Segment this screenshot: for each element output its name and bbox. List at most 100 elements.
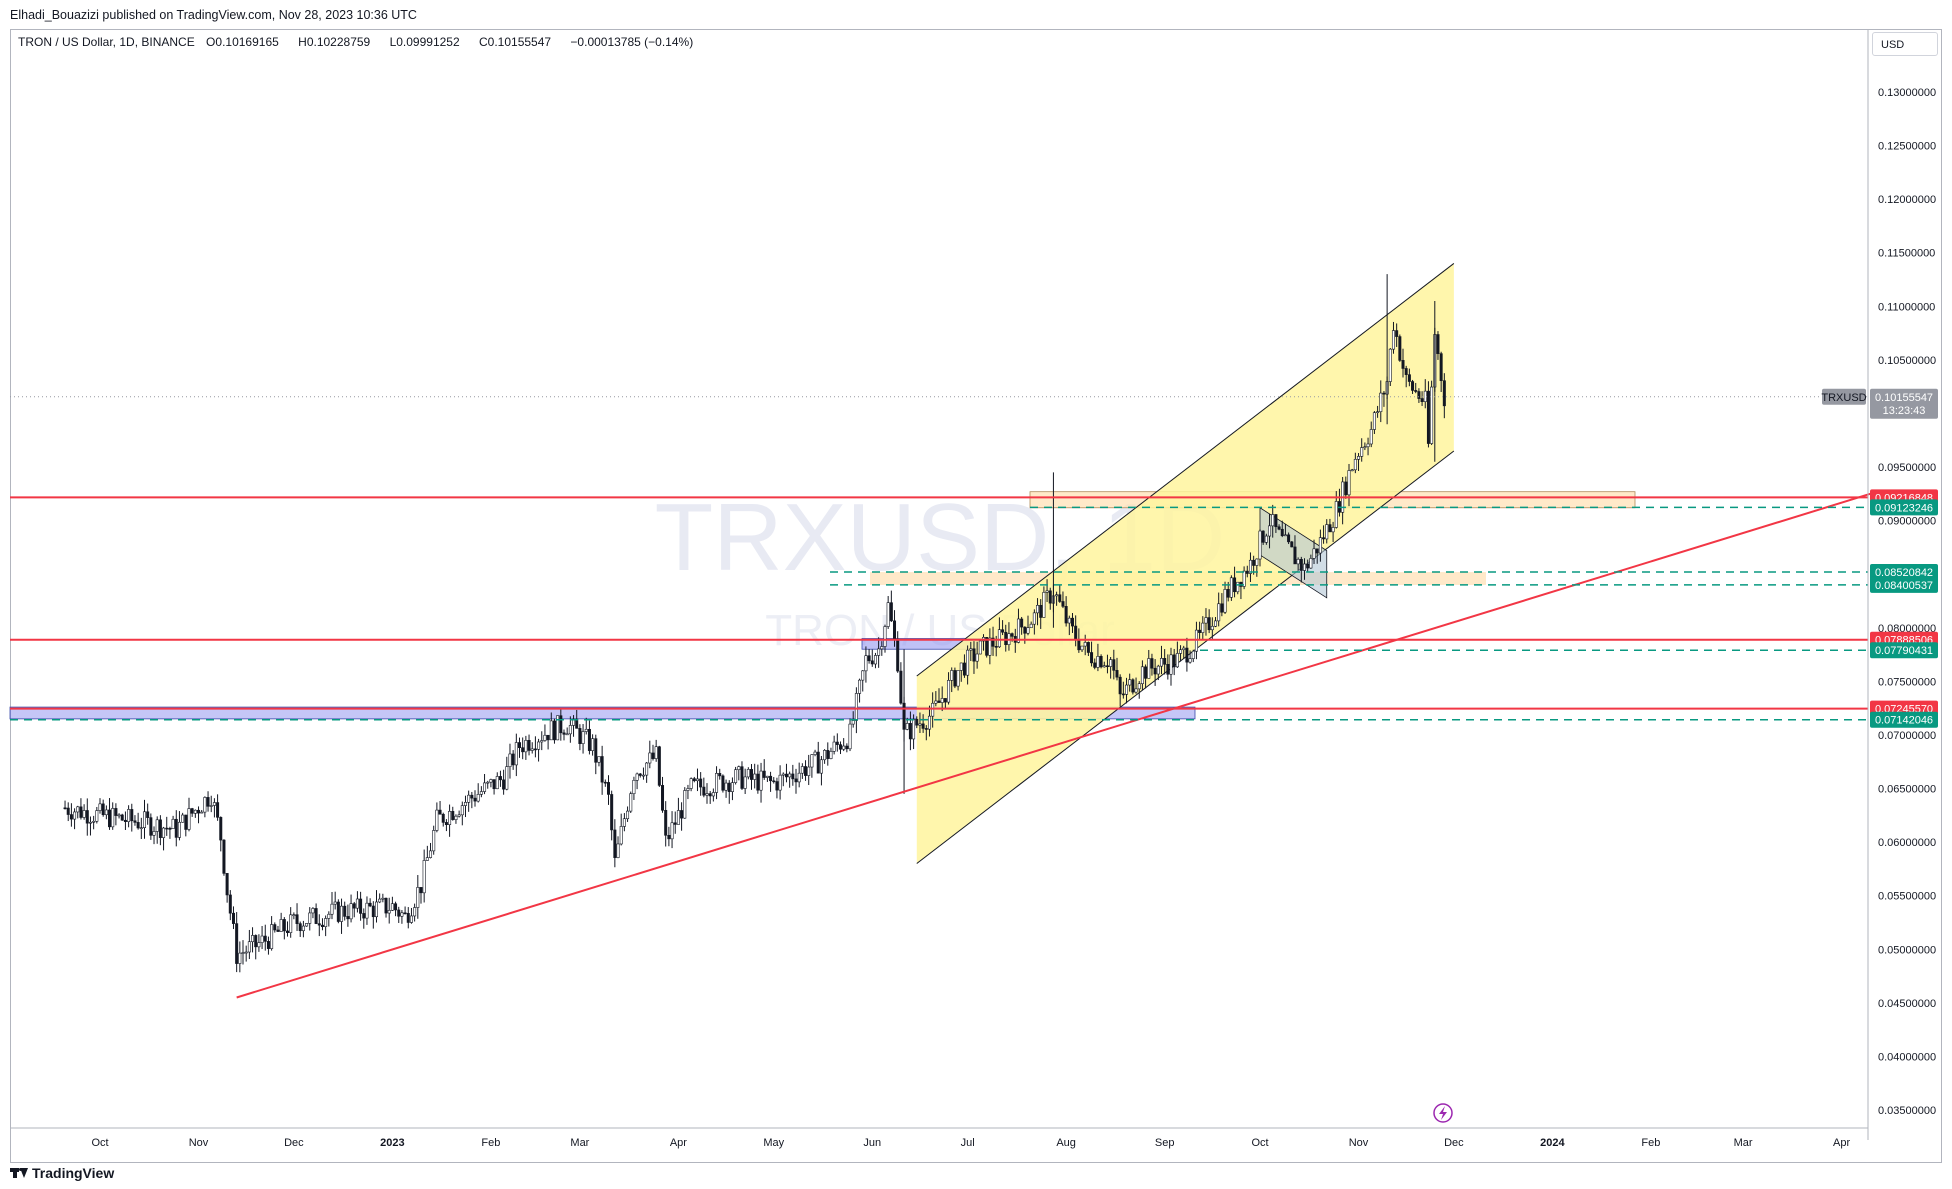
candle-body <box>524 740 528 753</box>
candle-body <box>1185 647 1189 663</box>
candle-body <box>1182 647 1186 651</box>
candle-body <box>1093 662 1097 668</box>
candle-body <box>797 772 801 783</box>
candle-body <box>1261 530 1265 543</box>
candle-body <box>518 742 522 748</box>
candle-body <box>181 814 185 823</box>
symbol-legend[interactable]: TRON / US Dollar, 1D, BINANCE O0.1016916… <box>18 35 701 49</box>
candle-body <box>231 912 235 924</box>
candle-body <box>883 626 887 647</box>
candle-body <box>355 898 359 909</box>
footer-brand[interactable]: TradingView <box>10 1165 114 1181</box>
candle-body <box>225 873 229 896</box>
candle-body <box>1328 524 1332 533</box>
candle-body <box>1023 626 1027 634</box>
candle-body <box>330 903 334 915</box>
candle-body <box>1125 684 1129 695</box>
candle-body <box>1264 535 1268 543</box>
candle-body <box>1347 470 1351 496</box>
candle-body <box>1042 592 1046 618</box>
candle-body <box>514 742 518 766</box>
candle-body <box>1016 618 1020 643</box>
ascending-trendline <box>236 492 1871 999</box>
candle-body <box>168 828 172 830</box>
candle-body <box>1150 658 1154 669</box>
candle-body <box>104 809 108 816</box>
candle-body <box>289 914 293 933</box>
candle-body <box>419 887 423 894</box>
candle-body <box>1366 443 1370 448</box>
candle-body <box>460 805 464 816</box>
level-tag-3 <box>1870 576 1938 593</box>
candle-body <box>1417 391 1421 399</box>
candle-body <box>1245 570 1249 574</box>
price-tick-label: 0.05500000 <box>1878 891 1936 903</box>
tradingview-logo-icon <box>10 1167 28 1179</box>
candle-body <box>858 679 862 694</box>
candle-body <box>667 834 671 840</box>
candle-body <box>111 808 115 828</box>
candle-body <box>549 720 553 741</box>
time-tick-label: Feb <box>481 1137 500 1149</box>
candle-body <box>340 905 344 922</box>
candle-body <box>1401 360 1405 369</box>
candle-body <box>683 790 687 819</box>
candle-body <box>416 887 420 908</box>
candle-body <box>533 748 537 751</box>
candle-body <box>819 759 823 774</box>
candle-body <box>149 817 153 836</box>
candle-body <box>467 794 471 803</box>
candle-body <box>505 766 509 790</box>
candle-body <box>136 822 140 829</box>
candle-body <box>1156 665 1160 675</box>
currency-button[interactable]: USD <box>1872 32 1938 56</box>
ohlc-close: C0.10155547 <box>479 35 552 49</box>
candle-body <box>931 702 935 717</box>
candle-body <box>1128 679 1132 686</box>
candle-body <box>1420 398 1424 402</box>
price-tick-label: 0.04500000 <box>1878 998 1936 1010</box>
candle-body <box>295 914 299 924</box>
candle-body <box>1407 374 1411 382</box>
candle-body <box>718 773 722 777</box>
candle-body <box>409 915 413 923</box>
candle-body <box>63 807 67 810</box>
candle-body <box>1045 590 1049 593</box>
candle-body <box>1134 688 1138 693</box>
candle-body <box>244 951 248 954</box>
candle-body <box>727 782 731 792</box>
time-tick-label: Sep <box>1155 1137 1175 1149</box>
candle-body <box>463 802 467 806</box>
candle-body <box>873 655 877 665</box>
candle-body <box>203 797 207 813</box>
candle-body <box>1067 617 1071 624</box>
ohlc-high: H0.10228759 <box>298 35 371 49</box>
candle-body <box>864 655 868 672</box>
candle-body <box>600 756 604 783</box>
candle-body <box>206 797 210 807</box>
candle-body <box>546 734 550 741</box>
candle-body <box>177 821 181 838</box>
candle-body <box>565 733 569 736</box>
candle-body <box>962 662 966 676</box>
candle-body <box>247 941 251 953</box>
candle-body <box>101 803 105 816</box>
candle-body <box>800 766 804 774</box>
candle-body <box>508 753 512 767</box>
candle-body <box>1404 368 1408 375</box>
candle-body <box>838 744 842 750</box>
candle-body <box>349 903 353 920</box>
candle-body <box>1426 390 1430 444</box>
candle-body <box>429 850 433 858</box>
candle-body <box>390 903 394 911</box>
candle-body <box>1363 446 1367 449</box>
candle-body <box>200 811 204 814</box>
candle-body <box>1258 530 1262 560</box>
candle-body <box>1102 665 1106 668</box>
candle-body <box>365 902 369 919</box>
candle-body <box>1388 348 1392 382</box>
candle-body <box>435 809 439 831</box>
lightning-icon-bolt <box>1439 1106 1447 1120</box>
candle-body <box>1357 456 1361 460</box>
